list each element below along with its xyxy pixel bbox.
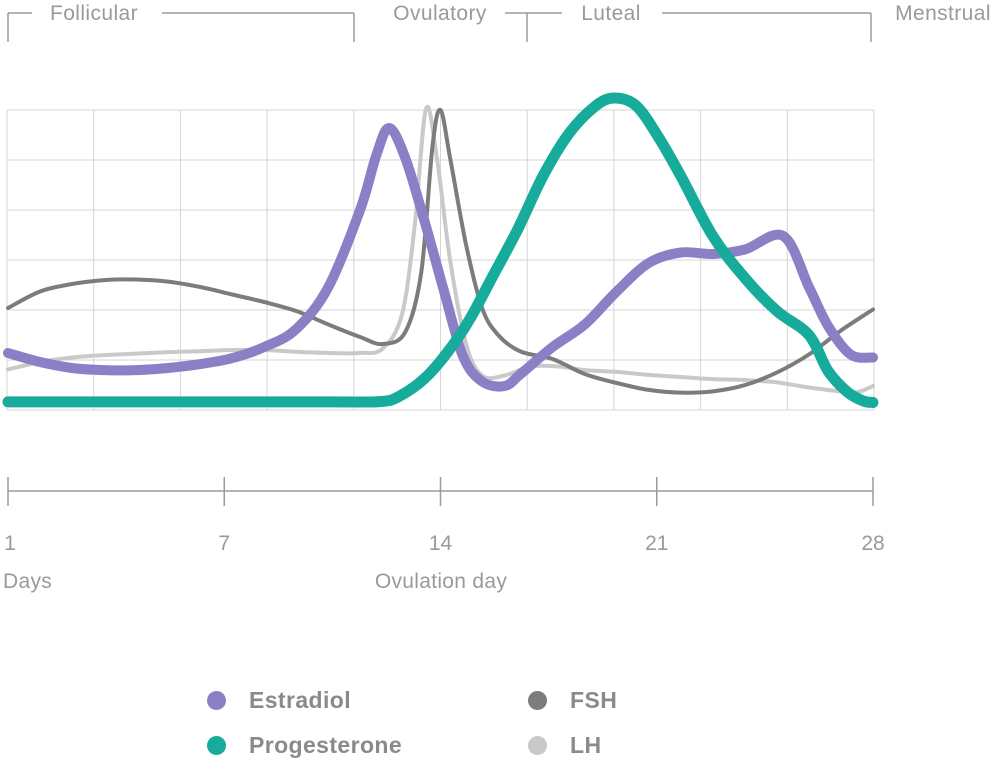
chart-plot	[2, 12, 879, 506]
x-tick-label-day14: 14	[428, 532, 453, 555]
phase-label-follicular: Follicular	[43, 2, 145, 26]
progesterone-legend-label: Progesterone	[249, 731, 403, 758]
phase-label-luteal: Luteal	[575, 2, 647, 26]
progesterone-line	[2, 92, 879, 408]
fsh-legend-dot-icon	[528, 690, 547, 710]
x-tick-label-day28: 28	[861, 532, 885, 555]
x-tick-label-day1: 1	[4, 532, 16, 555]
lh-legend-dot-icon	[528, 735, 547, 755]
phase-brackets	[7, 12, 872, 42]
x-axis	[7, 477, 874, 506]
x-tick-label-day7: 7	[218, 532, 231, 555]
progesterone-legend-dot-icon	[207, 735, 226, 755]
legend-item-estradiol: Estradiol	[207, 685, 351, 715]
legend-item-fsh: FSH	[528, 685, 617, 715]
fsh-line	[6, 107, 875, 395]
phase-label-menstrual: Menstrual	[889, 2, 997, 26]
estradiol-line	[3, 123, 878, 392]
estradiol-legend-label: Estradiol	[249, 686, 352, 713]
estradiol-legend-dot-icon	[207, 690, 226, 710]
phase-label-ovulatory: Ovulatory	[387, 2, 493, 26]
fsh-legend-label: FSH	[570, 686, 618, 713]
lh-legend-label: LH	[570, 731, 602, 758]
legend-item-progesterone: Progesterone	[207, 730, 402, 760]
legend-item-lh: LH	[528, 730, 601, 760]
x-tick-label-day21: 21	[645, 532, 669, 555]
x-axis-caption-ovulation-day: Ovulation day	[374, 570, 508, 593]
lh-line	[6, 104, 875, 395]
x-axis-caption-days: Days	[3, 570, 53, 593]
